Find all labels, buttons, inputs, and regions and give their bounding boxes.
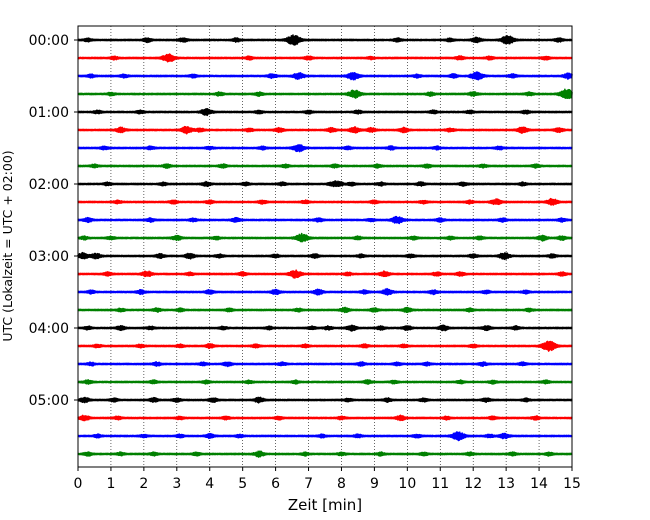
x-axis-title: Zeit [min] <box>288 496 362 514</box>
y-tick-label: 03:00 <box>29 249 69 265</box>
trace-row-0545 <box>77 450 573 458</box>
seismic-traces <box>77 34 573 458</box>
plot-frame <box>77 25 573 468</box>
trace-row-0345 <box>77 306 573 314</box>
x-tick-label: 15 <box>563 476 581 492</box>
trace-row-0045 <box>77 88 573 100</box>
trace-row-0000 <box>77 34 573 46</box>
x-tick-label: 10 <box>398 476 416 492</box>
y-tick-label: 04:00 <box>29 321 69 337</box>
y-tick-label: 05:00 <box>29 393 69 409</box>
trace-row-0215 <box>77 197 573 206</box>
y-tick-label: 01:00 <box>29 105 69 121</box>
y-tick-label: 02:00 <box>29 177 69 193</box>
x-tick-label: 4 <box>205 476 214 492</box>
x-tick-label: 6 <box>271 476 280 492</box>
trace-row-0315 <box>77 269 573 279</box>
x-tick-label: 7 <box>304 476 313 492</box>
y-tick-label: 00:00 <box>29 33 69 49</box>
x-tick-label: 11 <box>431 476 449 492</box>
trace-row-0530 <box>77 431 573 442</box>
x-tick-label: 3 <box>172 476 181 492</box>
x-tick-label: 8 <box>337 476 346 492</box>
x-axis-ticks: 0 1 2 3 4 5 6 7 8 9 10 11 12 13 14 15 <box>74 467 581 492</box>
trace-row-0415 <box>77 340 573 352</box>
x-tick-label: 9 <box>370 476 379 492</box>
trace-row-0330 <box>77 287 573 296</box>
trace-row-0445 <box>77 379 573 385</box>
x-tick-label: 13 <box>497 476 515 492</box>
y-axis-ticks: 00:00 01:00 02:00 03:00 04:00 05:00 <box>29 33 78 409</box>
trace-row-0400 <box>77 324 573 332</box>
trace-row-0145 <box>77 163 573 169</box>
trace-row-0500 <box>77 396 573 404</box>
x-tick-label: 12 <box>464 476 482 492</box>
trace-row-0115 <box>77 125 573 135</box>
trace-row-0300 <box>77 251 573 261</box>
trace-row-0100 <box>77 107 573 117</box>
trace-row-0230 <box>77 215 573 225</box>
trace-row-0430 <box>77 361 573 368</box>
trace-row-0130 <box>77 144 573 153</box>
x-tick-label: 5 <box>238 476 247 492</box>
trace-row-0030 <box>77 71 573 81</box>
x-tick-label: 14 <box>530 476 548 492</box>
trace-row-0015 <box>77 53 573 63</box>
x-tick-label: 1 <box>106 476 115 492</box>
trace-row-0200 <box>77 180 573 188</box>
x-tick-label: 2 <box>139 476 148 492</box>
trace-row-0245 <box>77 232 573 243</box>
x-tick-label: 0 <box>74 476 83 492</box>
trace-row-0515 <box>77 414 573 422</box>
y-axis-title: UTC (Lokalzeit = UTC + 02:00) <box>0 150 15 341</box>
